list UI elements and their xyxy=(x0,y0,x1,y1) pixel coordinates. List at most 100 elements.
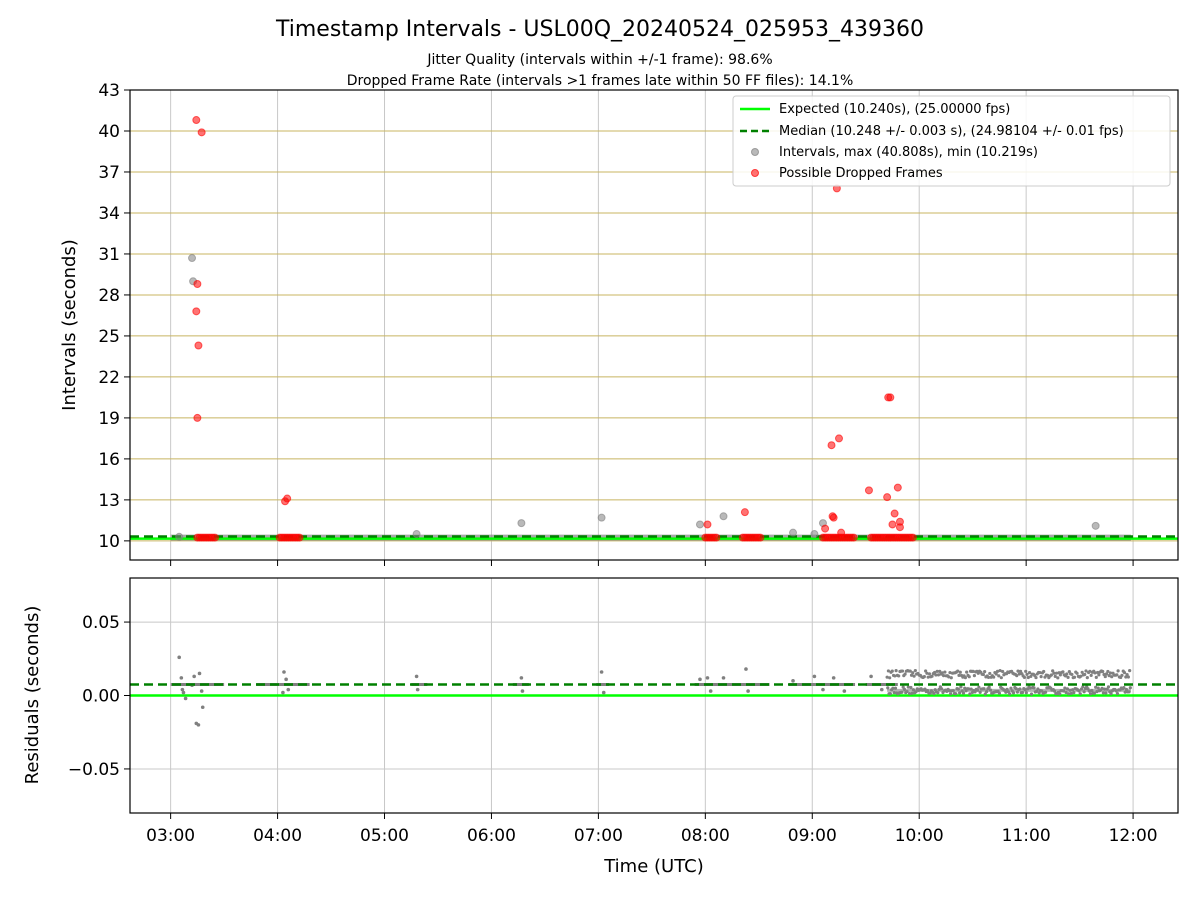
residuals-panel: −0.050.000.05 03:00 04:00 05:00 06:00 07:00 0… xyxy=(22,577,1179,877)
residual-dense-point xyxy=(936,673,941,677)
residual-point xyxy=(601,690,606,695)
residual-point xyxy=(869,674,873,679)
residual-point xyxy=(519,676,524,680)
residual-dense-point xyxy=(924,669,928,673)
residual-dense-point xyxy=(959,685,963,689)
residuals-y-axis-label: Residuals (seconds) xyxy=(22,606,43,785)
residual-dense-point xyxy=(1094,685,1098,689)
dropped-point xyxy=(835,434,844,443)
residual-point xyxy=(705,676,710,680)
intervals-y-tick-label: 34 xyxy=(98,204,120,224)
residual-dense-point xyxy=(1103,674,1107,679)
chart-subtitle-jitter: Jitter Quality (intervals within +/-1 fr… xyxy=(426,52,772,68)
dropped-point xyxy=(193,280,202,289)
residual-dense-point xyxy=(1115,691,1120,696)
dropped-cluster-point xyxy=(908,533,917,542)
legend-intervals-marker xyxy=(751,148,759,156)
residual-dense-point xyxy=(1092,691,1096,695)
legend-dropped-marker xyxy=(751,169,759,177)
residual-dense-point xyxy=(910,691,914,695)
residual-dense-point xyxy=(961,691,966,695)
dropped-point xyxy=(890,509,899,518)
residual-dense-point xyxy=(1078,692,1082,696)
residual-dense-point xyxy=(1001,669,1005,674)
residual-dense-point xyxy=(967,675,971,679)
residual-dense-point xyxy=(885,675,889,679)
residual-dense-point xyxy=(1126,675,1130,679)
residual-dense-point xyxy=(928,691,932,695)
dropped-cluster-point xyxy=(210,533,219,542)
residual-dense-point xyxy=(1053,674,1057,678)
residual-dense-point xyxy=(983,670,987,674)
residual-dense-point xyxy=(1056,676,1060,680)
interval-point xyxy=(810,530,819,539)
residual-dense-point xyxy=(1011,691,1016,695)
residual-point xyxy=(599,670,604,674)
residual-dense-point xyxy=(998,668,1002,673)
dropped-cluster-point xyxy=(712,533,721,542)
residual-dense-point xyxy=(938,669,942,673)
chart-title: Timestamp Intervals - USL00Q_20240524_02… xyxy=(275,17,924,42)
residual-point xyxy=(698,677,702,682)
residual-dense-point xyxy=(1104,691,1108,695)
residual-dense-point xyxy=(1106,685,1111,689)
residual-dense-point xyxy=(987,685,991,689)
residual-dense-point xyxy=(1029,692,1034,696)
dropped-point xyxy=(283,494,292,503)
residual-dense-point xyxy=(888,692,892,696)
residual-dense-point xyxy=(1093,671,1097,675)
interval-point xyxy=(719,512,728,521)
residual-dense-point xyxy=(1058,692,1062,696)
residual-dense-point xyxy=(994,672,998,676)
residual-dense-point xyxy=(949,692,953,696)
residuals-y-ticks: −0.05 0.00 0.05 xyxy=(68,613,130,780)
interval-point xyxy=(1091,521,1100,530)
residuals-y-tick-label: 0.05 xyxy=(82,613,120,633)
residual-dense-point xyxy=(1039,675,1043,679)
residual-dense-point xyxy=(893,674,897,678)
residuals-y-tick-label: 0.00 xyxy=(82,687,120,707)
residual-point xyxy=(284,677,288,682)
residual-point xyxy=(842,689,847,693)
residual-point xyxy=(708,689,713,693)
residual-dense-point xyxy=(1101,691,1105,695)
residual-dense-point xyxy=(1058,673,1062,677)
residual-dense-point xyxy=(1088,692,1093,696)
residual-dense-point xyxy=(968,692,972,696)
dropped-point xyxy=(864,486,873,495)
residual-dense-point xyxy=(977,685,981,689)
dropped-point xyxy=(192,116,201,125)
intervals-y-tick-label: 37 xyxy=(98,163,120,183)
residual-point xyxy=(415,687,420,692)
intervals-plot-frame xyxy=(129,89,1179,561)
residual-dense-point xyxy=(922,674,926,679)
residual-dense-point xyxy=(909,673,914,677)
residual-dense-point xyxy=(1096,686,1100,690)
residual-dense-point xyxy=(1085,676,1089,680)
residual-dense-point xyxy=(1066,675,1070,679)
residual-dense-point xyxy=(997,691,1002,695)
intervals-y-tick-label: 22 xyxy=(98,368,120,388)
residual-point xyxy=(821,687,825,692)
dropped-cluster-point xyxy=(756,533,765,542)
residuals-x-ticks: 03:00 04:00 05:00 06:00 07:00 08:00 09:00 10:00… xyxy=(146,813,1158,846)
legend-expected-label: Expected (10.240s), (25.00000 fps) xyxy=(779,102,1010,117)
residual-dense-point xyxy=(906,685,910,689)
residual-dense-point xyxy=(1018,669,1023,673)
x-tick-label: 05:00 xyxy=(360,826,409,846)
residual-dense-point xyxy=(886,686,890,690)
residual-dense-point xyxy=(1024,669,1028,673)
residual-dense-point xyxy=(1022,675,1027,680)
interval-point xyxy=(188,254,197,263)
residual-dense-point xyxy=(957,673,961,677)
residual-dense-point xyxy=(981,672,985,677)
residual-dense-point xyxy=(1094,675,1098,679)
residual-dense-point xyxy=(933,670,937,675)
dropped-point xyxy=(893,483,902,492)
x-tick-label: 07:00 xyxy=(574,826,623,846)
residual-point xyxy=(831,676,836,680)
residual-dense-point xyxy=(963,676,968,680)
residual-dense-point xyxy=(1120,673,1124,677)
interval-point xyxy=(695,520,704,529)
residual-point xyxy=(812,674,817,679)
